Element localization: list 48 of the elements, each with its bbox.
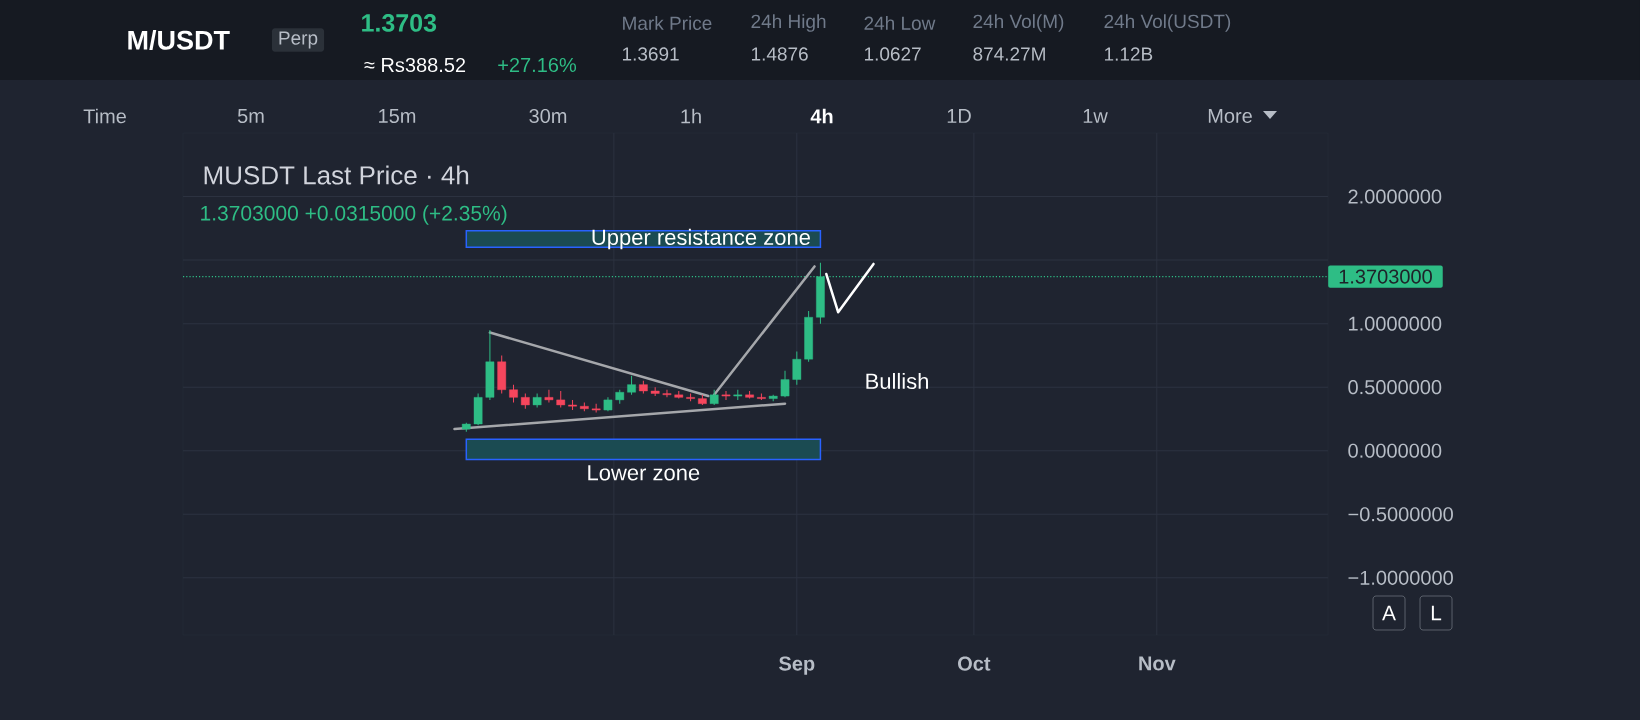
text: 4h [810, 108, 833, 124]
text: L [1431, 605, 1442, 621]
text: 1w [1083, 109, 1108, 123]
x-tick-label: Oct [958, 656, 991, 671]
ref-line-label: 1.3703000 [1339, 269, 1432, 284]
text: Mark Price [623, 16, 712, 30]
text: 24h High [751, 14, 826, 32]
text: Time [83, 108, 126, 124]
text: 24h Vol(M) [973, 14, 1064, 32]
candlestick [662, 389, 672, 398]
text: 874.27M [973, 47, 1045, 61]
text: 1.3691 [622, 47, 679, 61]
y-tick-label: −1.0000000 [1348, 570, 1453, 585]
candlestick [780, 370, 790, 398]
candlestick [627, 375, 636, 396]
band-label: Upper resistance zone [592, 228, 810, 250]
candlestick [792, 351, 802, 386]
band-label: Lower zone [588, 465, 700, 481]
y-tick-label: 0.5000000 [1348, 380, 1442, 395]
text: MUSDT Last Price · 4h [204, 165, 469, 185]
x-tick-label: Nov [1139, 656, 1176, 671]
text: 24h Vol(USDT) [1104, 14, 1231, 32]
text: 1.4876 [751, 47, 808, 61]
text: Perp [279, 31, 318, 49]
text: 30m [529, 108, 567, 124]
text: 5m [237, 109, 264, 123]
y-tick-label: 2.0000000 [1348, 189, 1442, 204]
text: 1D [947, 109, 971, 123]
text: A [1382, 605, 1396, 621]
text: 1.0627 [864, 47, 921, 61]
text: ≈ Rs388.52 [364, 57, 466, 73]
annotation: Bullish [866, 372, 928, 390]
text: 1h [681, 108, 701, 124]
y-tick-label: 1.0000000 [1349, 316, 1442, 331]
text: +27.16% [498, 57, 577, 73]
text: 1.3703000 +0.0315000 (+2.35%) [201, 205, 507, 225]
y-tick-label: −0.5000000 [1348, 507, 1453, 522]
text: 15m [379, 109, 416, 123]
candlestick [591, 403, 601, 414]
text: M/USDT [128, 29, 230, 51]
text: 1.3703 [362, 14, 437, 32]
y-tick-label: 0.0000000 [1348, 443, 1442, 458]
x-tick-label: Sep [779, 656, 815, 675]
text: 1.12B [1104, 47, 1153, 61]
candlestick [544, 389, 554, 403]
candlestick [721, 390, 731, 401]
text: 24h Low [864, 16, 936, 30]
text: More [1208, 109, 1252, 123]
